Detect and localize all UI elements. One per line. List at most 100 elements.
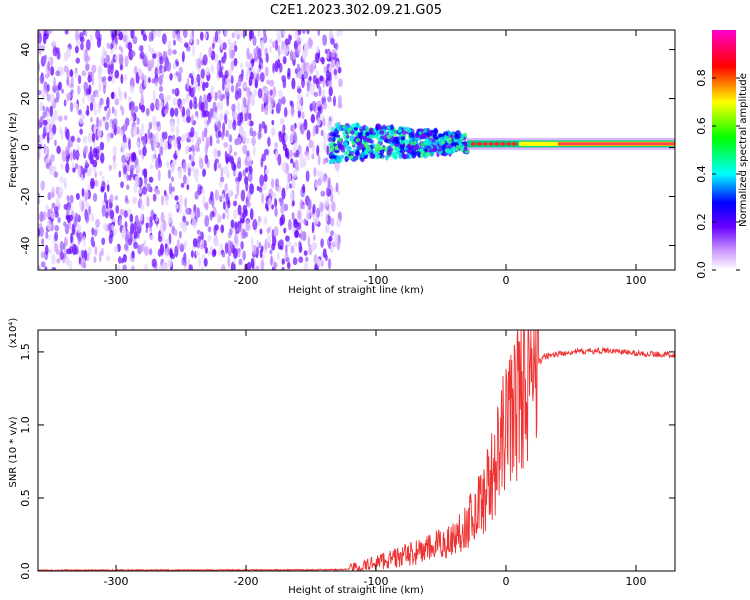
noise-cell: [155, 189, 161, 195]
noise-cell: [291, 177, 295, 189]
noise-cell: [320, 129, 324, 137]
signal-cell: [405, 154, 410, 159]
noise-cell: [182, 115, 187, 123]
noise-cell: [280, 214, 286, 225]
noise-cell: [51, 266, 57, 270]
noise-cell: [201, 109, 207, 118]
signal-cell: [386, 134, 392, 140]
noise-cell: [161, 106, 167, 118]
noise-cell: [164, 196, 169, 206]
noise-cell: [297, 210, 302, 220]
noise-cell: [327, 208, 331, 216]
noise-cell: [133, 221, 137, 232]
signal-cell: [357, 141, 361, 147]
noise-cell: [336, 30, 340, 38]
noise-cell: [167, 47, 172, 56]
y-tick-label: 1.0: [19, 416, 32, 434]
noise-cell: [196, 73, 201, 83]
noise-cell: [224, 242, 229, 254]
noise-cell: [322, 102, 328, 110]
noise-cell: [327, 80, 333, 88]
noise-cell: [114, 245, 119, 254]
noise-cell: [82, 96, 85, 104]
noise-cell: [69, 101, 74, 113]
noise-cell: [216, 139, 221, 145]
noise-cell: [218, 250, 221, 257]
noise-cell: [85, 55, 91, 62]
noise-cell: [39, 101, 44, 112]
noise-cell: [65, 128, 70, 141]
noise-cell: [270, 128, 276, 136]
noise-cell: [216, 62, 220, 72]
noise-cell: [270, 255, 273, 266]
signal-cell: [349, 135, 355, 141]
noise-cell: [138, 128, 144, 138]
noise-cell: [190, 210, 196, 220]
noise-cell: [77, 214, 81, 223]
signal-cell: [334, 134, 341, 138]
noise-cell: [269, 45, 272, 54]
snr-series: [38, 330, 675, 571]
noise-cell: [209, 135, 213, 147]
noise-cell: [114, 195, 119, 201]
noise-cell: [108, 233, 113, 245]
signal-cell: [346, 145, 352, 152]
signal-cell: [350, 130, 355, 135]
noise-cell: [84, 30, 88, 37]
noise-cell: [104, 121, 109, 131]
noise-cell: [156, 121, 160, 128]
noise-cell: [293, 145, 297, 154]
noise-cell: [142, 34, 148, 42]
noise-cell: [53, 109, 58, 122]
noise-cell: [151, 115, 157, 127]
noise-cell: [156, 98, 160, 110]
noise-cell: [223, 165, 227, 175]
noise-cell: [99, 141, 105, 151]
noise-cell: [337, 94, 342, 107]
noise-cell: [105, 199, 109, 210]
signal-cell: [335, 122, 339, 127]
noise-cell: [190, 155, 195, 163]
noise-cell: [47, 234, 51, 241]
noise-cell: [306, 81, 310, 93]
noise-cell: [164, 243, 168, 249]
noise-cell: [177, 71, 182, 83]
signal-cell: [353, 130, 359, 134]
noise-cell: [315, 124, 319, 135]
noise-cell: [222, 42, 227, 51]
noise-cell: [336, 218, 341, 228]
noise-cell: [292, 200, 295, 207]
noise-cell: [46, 111, 50, 119]
noise-cell: [182, 30, 188, 39]
noise-cell: [182, 161, 187, 173]
noise-cell: [229, 241, 234, 250]
noise-cell: [74, 45, 79, 54]
snr-multiplier: (x10⁴): [8, 318, 19, 349]
noise-cell: [121, 141, 126, 153]
noise-cell: [137, 68, 143, 77]
noise-cell: [266, 227, 271, 234]
noise-cell: [325, 223, 330, 233]
noise-cell: [176, 239, 180, 250]
noise-cell: [42, 32, 47, 45]
noise-cell: [305, 170, 310, 182]
noise-cell: [80, 258, 86, 268]
noise-cell: [255, 246, 260, 255]
noise-cell: [63, 181, 68, 190]
noise-cell: [81, 187, 85, 197]
noise-cell: [143, 239, 147, 246]
noise-cell: [112, 160, 117, 170]
noise-cell: [187, 167, 192, 177]
noise-cell: [313, 242, 318, 250]
noise-cell: [289, 132, 294, 144]
noise-cell: [320, 238, 324, 248]
noise-cell: [236, 160, 242, 169]
noise-cell: [132, 124, 138, 137]
noise-cell: [316, 45, 320, 54]
noise-cell: [221, 264, 226, 270]
signal-cell: [460, 133, 464, 141]
noise-cell: [53, 76, 56, 88]
noise-cell: [77, 74, 82, 85]
noise-cell: [237, 137, 242, 146]
